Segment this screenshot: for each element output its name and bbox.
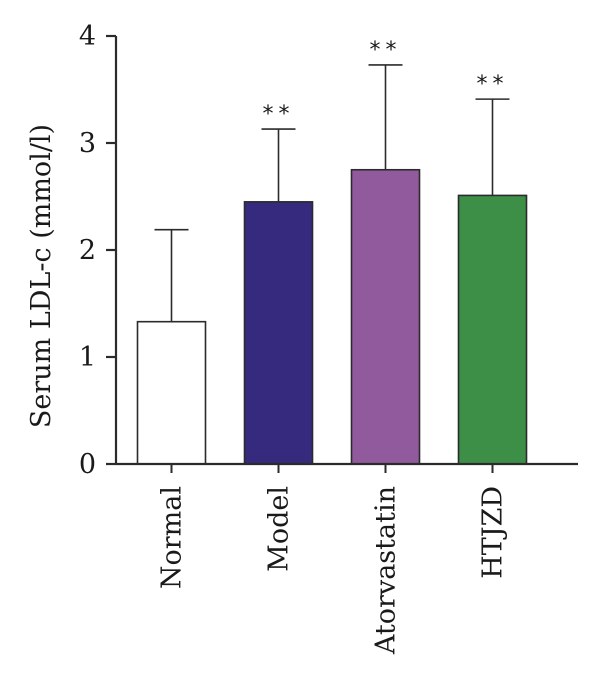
bar-model [243, 201, 314, 465]
y-axis-label: Serum LDL-c (mmol/l) [26, 124, 57, 428]
bar-htjzd [457, 194, 528, 465]
x-category-labels-group: Normal Model Atorvastatin HTJZD [157, 464, 509, 655]
y-tick-label-0: 0 [79, 449, 96, 480]
significance-markers-group: ** ** ** [263, 38, 509, 127]
y-axis-label-group: Serum LDL-c (mmol/l) [26, 124, 57, 428]
y-tick-label-3: 3 [79, 128, 96, 159]
significance-marker-model: ** [263, 102, 295, 127]
y-tick-label-1: 1 [79, 342, 96, 373]
bar-atorvastatin [350, 168, 421, 465]
error-bars-group [154, 64, 510, 322]
y-tick-label-2: 2 [79, 235, 96, 266]
significance-marker-atorvastatin: ** [370, 38, 402, 63]
bar-normal [136, 320, 207, 465]
y-tick-label-4: 4 [79, 21, 96, 52]
y-ticks-group: 0 1 2 3 4 [79, 21, 116, 480]
x-category-label-model: Model [264, 486, 295, 572]
x-category-label-atorvastatin: Atorvastatin [371, 486, 402, 655]
x-category-label-htjzd: HTJZD [478, 486, 509, 579]
bars-group [136, 168, 528, 465]
significance-marker-htjzd: ** [477, 72, 509, 97]
x-category-label-normal: Normal [157, 486, 188, 589]
